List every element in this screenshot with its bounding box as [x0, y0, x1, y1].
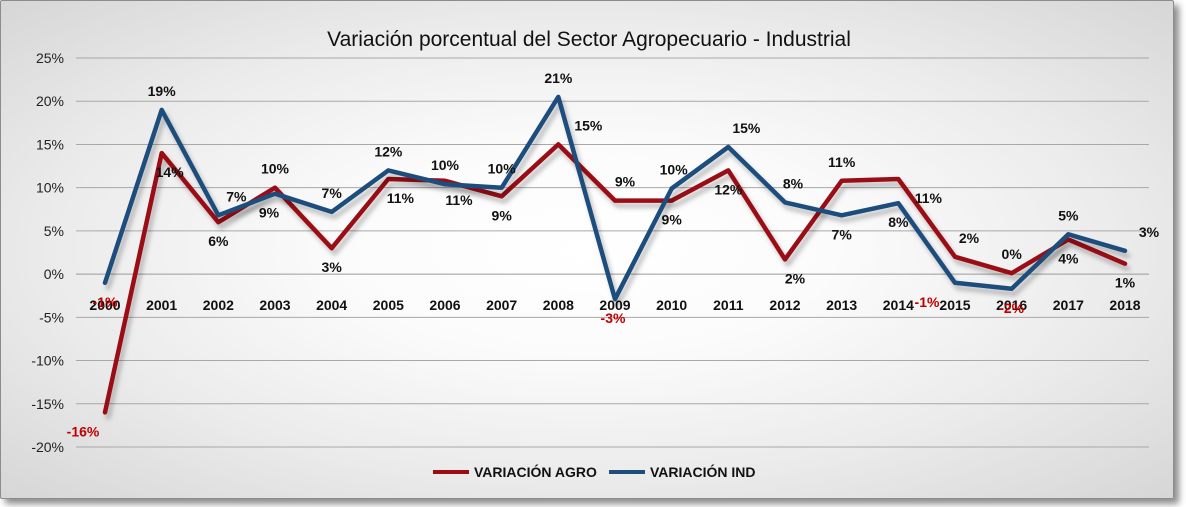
- series-line-agro: [102, 142, 1128, 415]
- data-label-ind: 10%: [488, 161, 517, 177]
- y-tick-label: 20%: [36, 93, 64, 109]
- data-label-ind: 15%: [732, 120, 761, 136]
- data-label-agro: 6%: [208, 233, 229, 249]
- data-label-agro: 9%: [615, 174, 636, 190]
- chart-title: Variación porcentual del Sector Agropecu…: [327, 28, 851, 51]
- data-label-agro: -16%: [67, 423, 100, 439]
- x-tick-label: 2011: [713, 297, 744, 313]
- data-label-ind: -3%: [601, 310, 626, 326]
- data-label-ind: 3%: [1139, 224, 1160, 240]
- y-tick-label: 15%: [36, 136, 64, 152]
- data-label-ind: 7%: [226, 188, 247, 204]
- x-tick-label: 2002: [203, 297, 234, 313]
- x-tick-label: 2010: [656, 297, 687, 313]
- data-label-agro: 9%: [492, 207, 513, 223]
- data-label-agro: 1%: [1115, 275, 1136, 291]
- data-label-ind: 8%: [888, 214, 909, 230]
- data-label-ind: 7%: [832, 226, 853, 242]
- x-tick-label: 2015: [939, 297, 970, 313]
- data-label-ind: 9%: [259, 205, 280, 221]
- data-label-ind: -2%: [999, 300, 1024, 316]
- x-tick-label: 2001: [146, 297, 177, 313]
- y-axis-ticks: 25% 20% 15% 10% 5% 0% -5% -10% -15% -20%: [31, 50, 64, 455]
- x-tick-label: 2009: [599, 297, 630, 313]
- data-label-agro: 2%: [785, 270, 806, 286]
- legend-ind-label: VARIACIÓN IND: [650, 463, 756, 480]
- legend-agro-label: VARIACIÓN AGRO: [474, 463, 597, 480]
- data-label-agro: 4%: [1058, 251, 1079, 267]
- line-chart: Variación porcentual del Sector Agropecu…: [31, 28, 1160, 480]
- y-tick-label: 25%: [36, 50, 64, 66]
- y-tick-label: 0%: [44, 266, 64, 282]
- data-label-ind: 5%: [1058, 207, 1079, 223]
- data-label-agro: 2%: [959, 230, 980, 246]
- data-label-agro: 11%: [828, 154, 856, 170]
- data-label-ind: -1%: [93, 294, 118, 310]
- y-tick-label: -20%: [31, 439, 64, 455]
- y-tick-label: 10%: [36, 180, 64, 196]
- data-label-ind: 7%: [322, 185, 343, 201]
- data-label-agro: 15%: [574, 117, 603, 133]
- x-tick-label: 2000: [89, 297, 120, 313]
- data-label-ind: 12%: [374, 143, 403, 159]
- data-label-ind: -1%: [915, 294, 940, 310]
- x-tick-label: 2005: [373, 297, 404, 313]
- x-tick-label: 2007: [486, 297, 517, 313]
- y-tick-label: 5%: [44, 223, 64, 239]
- gridlines: [76, 57, 1149, 448]
- data-label-agro: 9%: [662, 212, 683, 228]
- x-tick-label: 2006: [429, 297, 460, 313]
- series-line-ind: [102, 94, 1128, 302]
- data-labels: -16% 14% 6% 10% 3% 11% 11% 9% 15% 9% 9% 12% 2% 11% 11%…: [67, 70, 1160, 440]
- legend: VARIACIÓN AGRO VARIACIÓN IND: [433, 463, 756, 480]
- data-label-ind: 8%: [783, 175, 804, 191]
- chart-frame: Variación porcentual del Sector Agropecu…: [0, 0, 1174, 499]
- x-tick-label: 2004: [316, 297, 347, 313]
- data-label-ind: 19%: [148, 83, 177, 99]
- data-label-agro: 11%: [915, 190, 943, 206]
- x-tick-label: 2017: [1053, 297, 1084, 313]
- data-label-agro: 11%: [445, 192, 473, 208]
- x-tick-label: 2008: [543, 297, 574, 313]
- y-tick-label: -5%: [39, 309, 64, 325]
- data-label-agro: 14%: [156, 164, 185, 180]
- y-tick-label: -10%: [31, 353, 64, 369]
- data-label-agro: 3%: [322, 259, 343, 275]
- x-tick-label: 2012: [769, 297, 800, 313]
- data-label-ind: 21%: [544, 70, 573, 86]
- x-tick-label: 2018: [1109, 297, 1140, 313]
- x-tick-label: 2003: [259, 297, 290, 313]
- series-lines: [102, 94, 1128, 415]
- data-label-agro: 0%: [1002, 246, 1023, 262]
- y-tick-label: -15%: [31, 396, 64, 412]
- data-label-ind: 10%: [431, 157, 460, 173]
- data-label-ind: 10%: [660, 162, 689, 178]
- x-axis-ticks: 2000 2001 2002 2003 2004 2005 2006 2007 2008 2009…: [89, 297, 1140, 313]
- x-tick-label: 2016: [996, 297, 1027, 313]
- x-tick-label: 2014: [883, 297, 914, 313]
- data-label-agro: 12%: [714, 181, 743, 197]
- x-tick-label: 2013: [826, 297, 857, 313]
- data-label-agro: 11%: [387, 190, 415, 206]
- data-label-agro: 10%: [261, 161, 290, 177]
